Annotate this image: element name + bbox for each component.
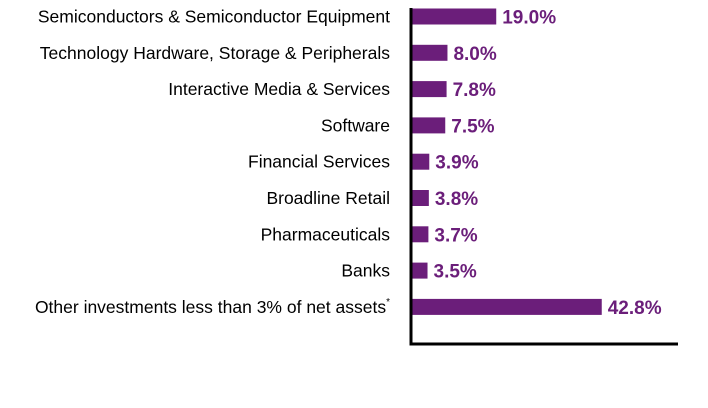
bar [412, 8, 497, 25]
value-label: 42.8% [608, 298, 662, 319]
category-label: Pharmaceuticals [261, 224, 391, 244]
value-label: 7.5% [451, 116, 494, 137]
bar [412, 117, 446, 134]
category-label: Technology Hardware, Storage & Periphera… [40, 43, 390, 63]
value-labels: 19.0% 8.0% 7.8% 7.5% 3.9% 3.8% 3.7% 3.5% 42.8% [434, 8, 662, 319]
category-label: Semiconductors & Semiconductor Equipment [38, 7, 390, 27]
value-label: 3.5% [434, 262, 477, 283]
value-label: 8.0% [453, 44, 496, 65]
category-label: Other investments less than 3% of net as… [35, 297, 390, 317]
value-label: 19.0% [502, 8, 556, 29]
value-label: 3.7% [434, 225, 477, 246]
category-labels: Semiconductors & Semiconductor Equipment… [35, 7, 390, 317]
value-label: 7.8% [453, 80, 496, 101]
value-label: 3.8% [435, 189, 478, 210]
bar [412, 298, 602, 315]
bar [412, 190, 429, 206]
bar [412, 44, 448, 61]
value-label: 3.9% [435, 153, 478, 174]
bars [412, 8, 602, 315]
category-label: Interactive Media & Services [168, 79, 390, 99]
bar [412, 262, 428, 279]
category-label: Software [321, 115, 390, 135]
bar [412, 226, 429, 243]
category-label: Broadline Retail [266, 188, 390, 208]
bar [412, 153, 430, 170]
category-label: Banks [341, 261, 390, 281]
category-label: Financial Services [248, 152, 390, 172]
bar [412, 81, 447, 98]
